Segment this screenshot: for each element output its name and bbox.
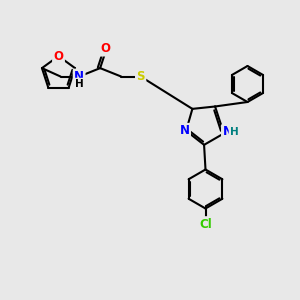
Text: O: O [100,42,111,55]
Text: H: H [230,127,239,137]
Text: N: N [222,125,233,138]
Text: N: N [180,124,190,137]
Text: H: H [75,79,83,89]
Text: O: O [53,50,64,63]
Text: N: N [74,70,84,83]
Text: S: S [136,70,145,83]
Text: Cl: Cl [199,218,212,231]
